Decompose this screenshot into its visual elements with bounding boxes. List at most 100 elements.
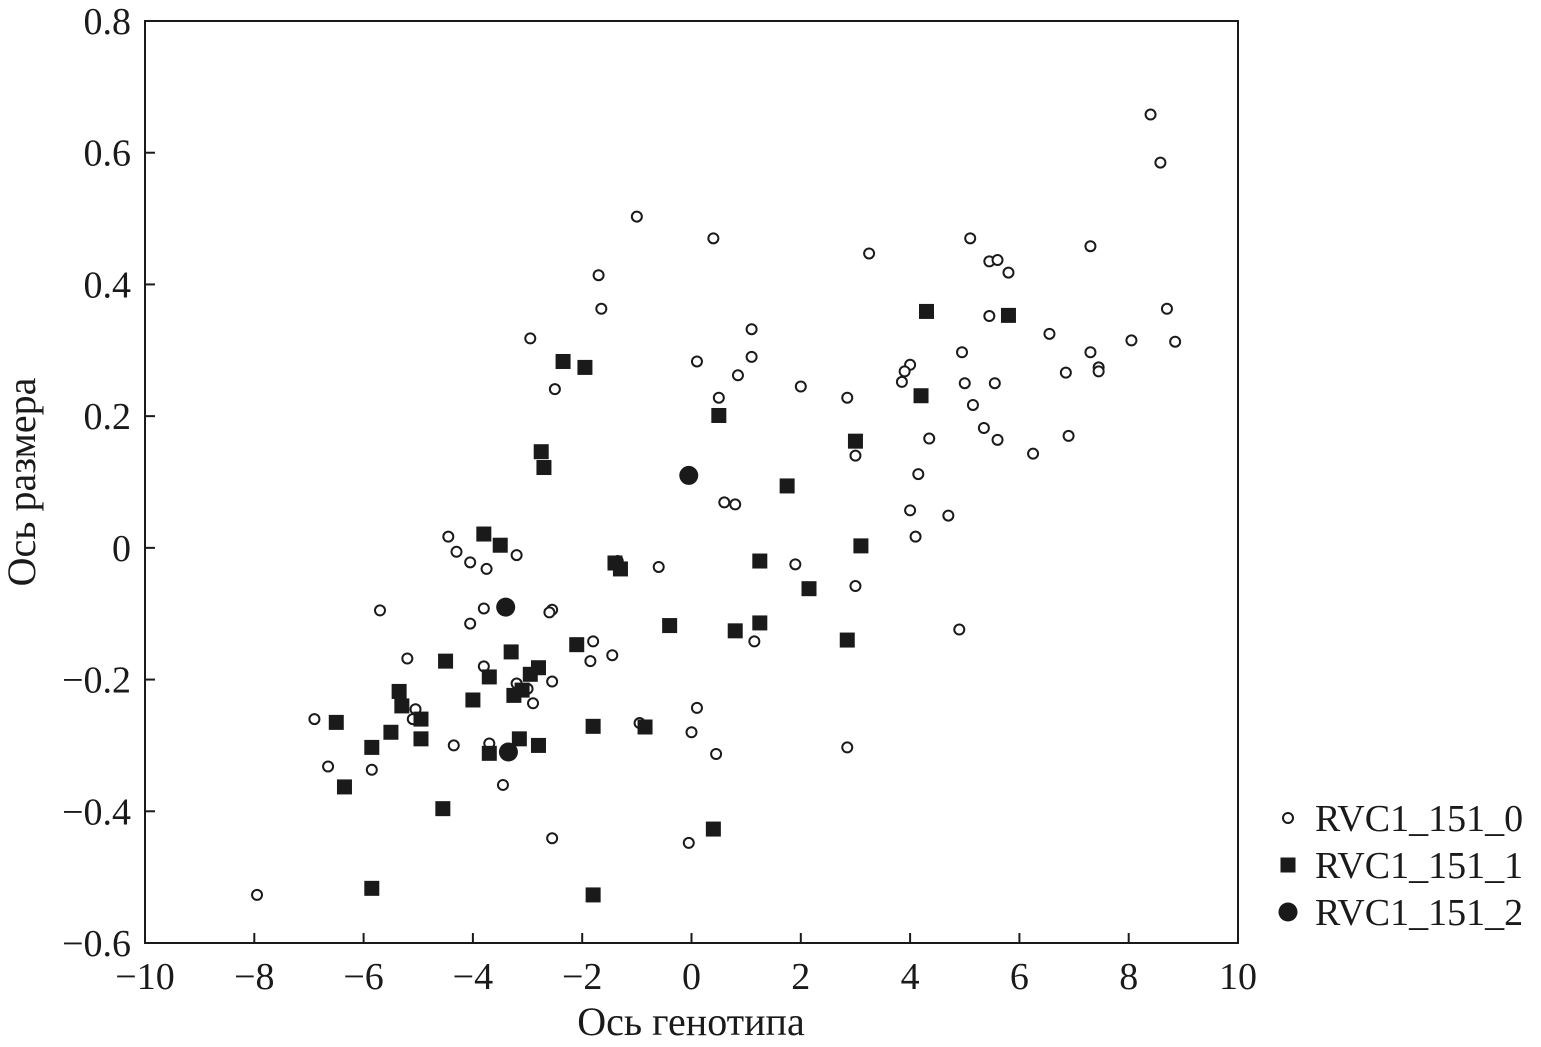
- x-tick-label: −2: [562, 956, 602, 998]
- y-axis: −0.6 −0.4 −0.2 0 0.2 0.4 0.6 0.8: [62, 1, 155, 965]
- x-tick-label: 8: [1119, 956, 1138, 998]
- data-point-series-1: [853, 538, 869, 554]
- data-point-series-0: [912, 468, 925, 481]
- data-points: [251, 108, 1182, 903]
- data-point-series-0: [731, 369, 744, 382]
- data-point-series-0: [841, 391, 854, 404]
- data-point-series-1: [612, 561, 628, 577]
- x-tick-label: 10: [1219, 956, 1257, 998]
- x-tick-label: 0: [682, 956, 701, 998]
- data-point-series-1: [503, 644, 519, 660]
- data-point-series-1: [913, 388, 929, 404]
- data-point-series-0: [1154, 156, 1167, 169]
- data-point-series-0: [595, 302, 608, 315]
- data-point-series-1: [662, 618, 678, 634]
- data-point-series-0: [1084, 346, 1097, 359]
- x-tick-label: 6: [1010, 956, 1029, 998]
- legend: RVC1_151_0 RVC1_151_1 RVC1_151_2: [1278, 798, 1523, 934]
- data-point-series-0: [1059, 366, 1072, 379]
- data-point-series-0: [748, 635, 761, 648]
- data-point-series-0: [841, 741, 854, 754]
- data-point-series-0: [745, 350, 758, 363]
- data-point-series-1: [435, 801, 451, 817]
- data-point-series-1: [577, 359, 593, 375]
- data-point-series-1: [801, 581, 817, 597]
- data-point-series-1: [555, 353, 571, 369]
- data-point-series-1: [476, 526, 492, 542]
- data-point-series-0: [1084, 240, 1097, 253]
- data-point-series-0: [983, 310, 996, 323]
- data-point-series-0: [745, 323, 758, 336]
- data-point-series-0: [953, 623, 966, 636]
- data-point-series-0: [1002, 266, 1015, 279]
- data-point-series-0: [546, 675, 559, 688]
- data-point-series-1: [364, 880, 380, 896]
- x-tick-label: −8: [234, 956, 274, 998]
- data-point-series-0: [966, 398, 979, 411]
- x-tick-label: −10: [115, 956, 174, 998]
- data-point-series-0: [480, 562, 493, 575]
- data-point-series-1: [391, 683, 407, 699]
- data-point-series-0: [1169, 335, 1182, 348]
- data-point-series-1: [438, 653, 454, 669]
- x-tick-label: −4: [453, 956, 493, 998]
- data-point-series-1: [705, 821, 721, 837]
- data-point-series-0: [1062, 429, 1075, 442]
- data-point-series-0: [718, 496, 731, 509]
- data-point-series-0: [964, 232, 977, 245]
- data-point-series-0: [496, 778, 509, 791]
- data-point-series-1: [533, 444, 549, 460]
- data-point-series-0: [710, 747, 723, 760]
- data-point-series-0: [524, 332, 537, 345]
- data-point-series-1: [637, 719, 653, 735]
- data-point-series-0: [958, 377, 971, 390]
- data-point-series-0: [527, 697, 540, 710]
- data-point-series-1: [506, 687, 522, 703]
- x-axis: −10 −8 −6 −4 −2 0 2 4 6 8 10: [115, 933, 1257, 998]
- data-point-series-0: [923, 432, 936, 445]
- data-point-series-1: [779, 478, 795, 494]
- data-point-series-0: [546, 832, 559, 845]
- data-point-series-0: [898, 365, 911, 378]
- data-point-series-0: [729, 498, 742, 511]
- data-point-series-0: [690, 701, 703, 714]
- data-point-series-0: [442, 530, 455, 543]
- data-point-series-0: [682, 836, 695, 849]
- data-point-series-1: [481, 745, 497, 761]
- data-point-series-0: [464, 556, 477, 569]
- data-point-series-1: [839, 632, 855, 648]
- data-point-series-1: [413, 731, 429, 747]
- data-point-series-0: [942, 509, 955, 522]
- data-point-series-0: [977, 421, 990, 434]
- legend-marker-0: [1282, 812, 1294, 824]
- y-tick-label: −0.2: [62, 660, 131, 702]
- data-point-series-0: [373, 604, 386, 617]
- legend-label: RVC1_151_2: [1315, 892, 1523, 934]
- data-point-series-0: [988, 377, 1001, 390]
- data-point-series-1: [847, 433, 863, 449]
- data-point-series-1: [585, 718, 601, 734]
- data-point-series-0: [584, 655, 597, 668]
- data-point-series-0: [1125, 334, 1138, 347]
- data-point-series-0: [587, 635, 600, 648]
- y-tick-label: 0.2: [84, 396, 132, 438]
- data-point-series-1: [727, 623, 743, 639]
- data-point-series-0: [895, 375, 908, 388]
- data-point-series-0: [630, 210, 643, 223]
- data-point-series-0: [991, 433, 1004, 446]
- x-tick-label: 2: [791, 956, 810, 998]
- y-tick-label: −0.4: [62, 791, 131, 833]
- data-point-series-1: [752, 553, 768, 569]
- data-point-series-0: [543, 606, 556, 619]
- data-point-series-0: [1043, 327, 1056, 340]
- data-point-series-0: [712, 391, 725, 404]
- data-point-series-0: [1092, 365, 1105, 378]
- data-point-series-0: [548, 383, 561, 396]
- data-point-series-1: [328, 714, 344, 730]
- data-point-series-1: [569, 637, 585, 653]
- data-point-series-1: [752, 615, 768, 631]
- data-point-series-0: [251, 888, 264, 901]
- data-point-series-0: [690, 355, 703, 368]
- data-point-series-0: [1160, 302, 1173, 315]
